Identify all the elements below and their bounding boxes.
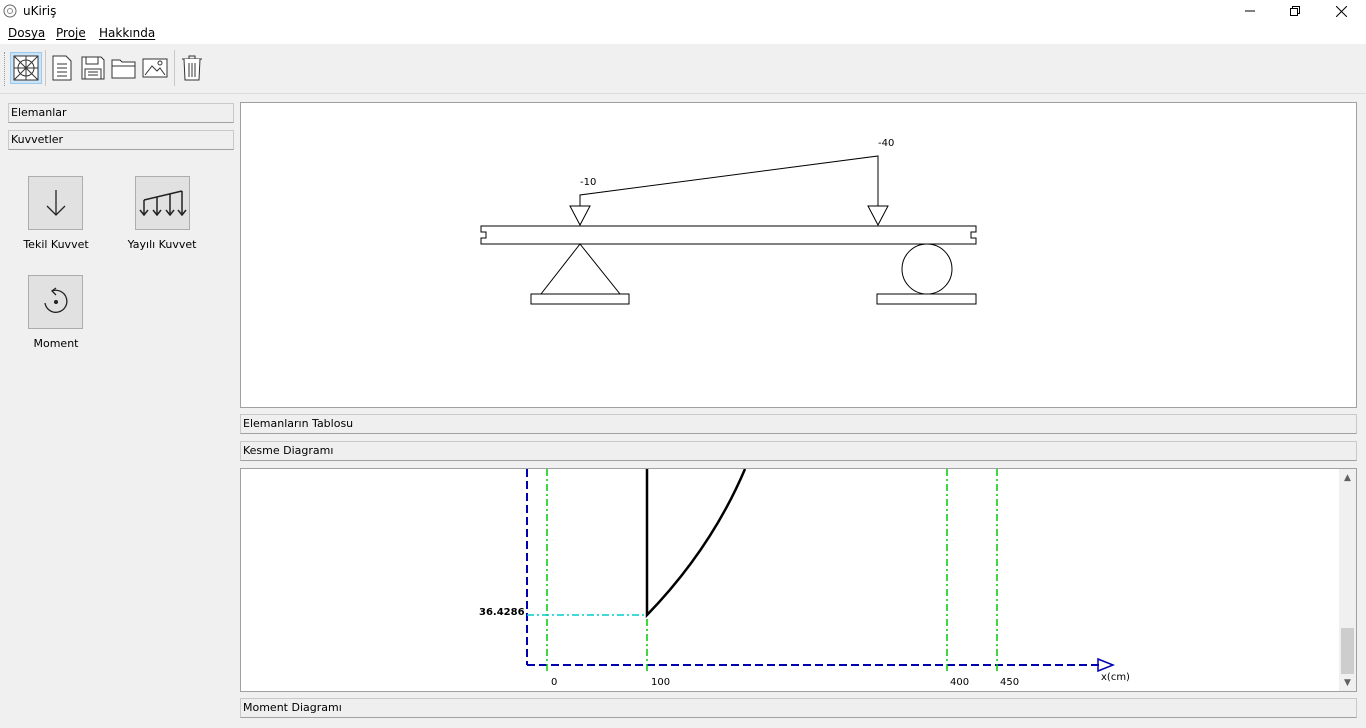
x-tick-0: 0 — [551, 677, 557, 688]
point-load-tool-label: Tekil Kuvvet — [23, 238, 89, 251]
menu-about[interactable]: Hakkında — [99, 26, 156, 40]
beam-view-icon — [13, 55, 39, 81]
toolbar — [0, 44, 1366, 94]
beam-view-button[interactable] — [10, 52, 42, 84]
shear-vertical-scrollbar[interactable]: ▲ ▼ — [1339, 469, 1356, 691]
distributed-load-icon — [138, 190, 187, 217]
point-load-tool-button[interactable] — [28, 176, 83, 230]
toolbar-separator — [45, 50, 46, 86]
open-folder-button[interactable] — [108, 52, 140, 84]
minimize-icon — [1245, 10, 1255, 12]
load-start-label: -10 — [580, 177, 596, 188]
shear-curve — [645, 469, 747, 619]
moment-tool-label: Moment — [33, 337, 79, 350]
menu-file[interactable]: Dosya — [8, 26, 46, 40]
x-tick-100: 100 — [651, 677, 670, 688]
distributed-load-tool-label: Yayılı Kuvvet — [127, 238, 197, 251]
moment-tool-button[interactable] — [28, 275, 83, 329]
delete-button[interactable] — [176, 52, 208, 84]
app-logo-icon — [3, 4, 17, 18]
x-axis-arrow — [1097, 657, 1116, 673]
minimize-button[interactable] — [1227, 0, 1273, 22]
title-bar: uKiriş — [0, 0, 1366, 23]
menu-project[interactable]: Proje — [56, 26, 86, 40]
save-button[interactable] — [77, 52, 109, 84]
forces-panel-header[interactable]: Kuvvetler — [8, 130, 234, 150]
new-document-icon — [52, 55, 72, 81]
beam-element[interactable] — [480, 225, 977, 245]
pin-support[interactable] — [530, 243, 630, 305]
close-button[interactable] — [1318, 0, 1364, 22]
elements-panel-header[interactable]: Elemanlar — [8, 103, 234, 123]
scroll-up-arrow-icon[interactable]: ▲ — [1344, 472, 1351, 483]
open-folder-icon — [111, 59, 136, 79]
x-tick-400: 400 — [950, 677, 969, 688]
image-export-button[interactable] — [139, 52, 171, 84]
menu-bar: Dosya Proje Hakkında — [0, 23, 1366, 44]
close-icon — [1335, 5, 1347, 17]
moment-diagram-header[interactable]: Moment Diagramı — [240, 698, 1357, 718]
x-axis-label: x(cm) — [1101, 672, 1130, 683]
beam-canvas[interactable]: -10 -40 — [240, 102, 1357, 408]
point-load-arrow-icon — [46, 190, 65, 216]
shear-diagram-header[interactable]: Kesme Diagramı — [240, 441, 1357, 461]
load-end-label: -40 — [878, 138, 894, 149]
toolbar-grip[interactable] — [4, 52, 7, 86]
scroll-thumb[interactable] — [1341, 628, 1354, 674]
distributed-load-tool-button[interactable] — [135, 176, 190, 230]
x-tick-450: 450 — [1000, 677, 1019, 688]
distributed-load[interactable]: -10 -40 — [569, 138, 894, 227]
scroll-down-arrow-icon[interactable]: ▼ — [1344, 677, 1351, 688]
restore-icon — [1290, 6, 1300, 16]
shear-diagram-canvas[interactable]: 36.4286 0 100 400 450 x(cm) ▲ ▼ — [240, 468, 1357, 692]
restore-button[interactable] — [1272, 0, 1318, 22]
window-title: uKiriş — [23, 4, 57, 18]
toolbar-separator — [174, 50, 175, 86]
shear-value-label: 36.4286 — [479, 607, 525, 618]
roller-support[interactable] — [876, 243, 977, 305]
moment-rotation-icon — [43, 287, 68, 313]
new-document-button[interactable] — [46, 52, 78, 84]
trash-icon — [182, 55, 202, 81]
image-export-icon — [142, 58, 168, 78]
elements-table-header[interactable]: Elemanların Tablosu — [240, 414, 1357, 434]
save-icon — [81, 56, 105, 80]
